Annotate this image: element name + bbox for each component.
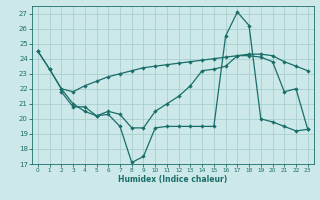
X-axis label: Humidex (Indice chaleur): Humidex (Indice chaleur): [118, 175, 228, 184]
